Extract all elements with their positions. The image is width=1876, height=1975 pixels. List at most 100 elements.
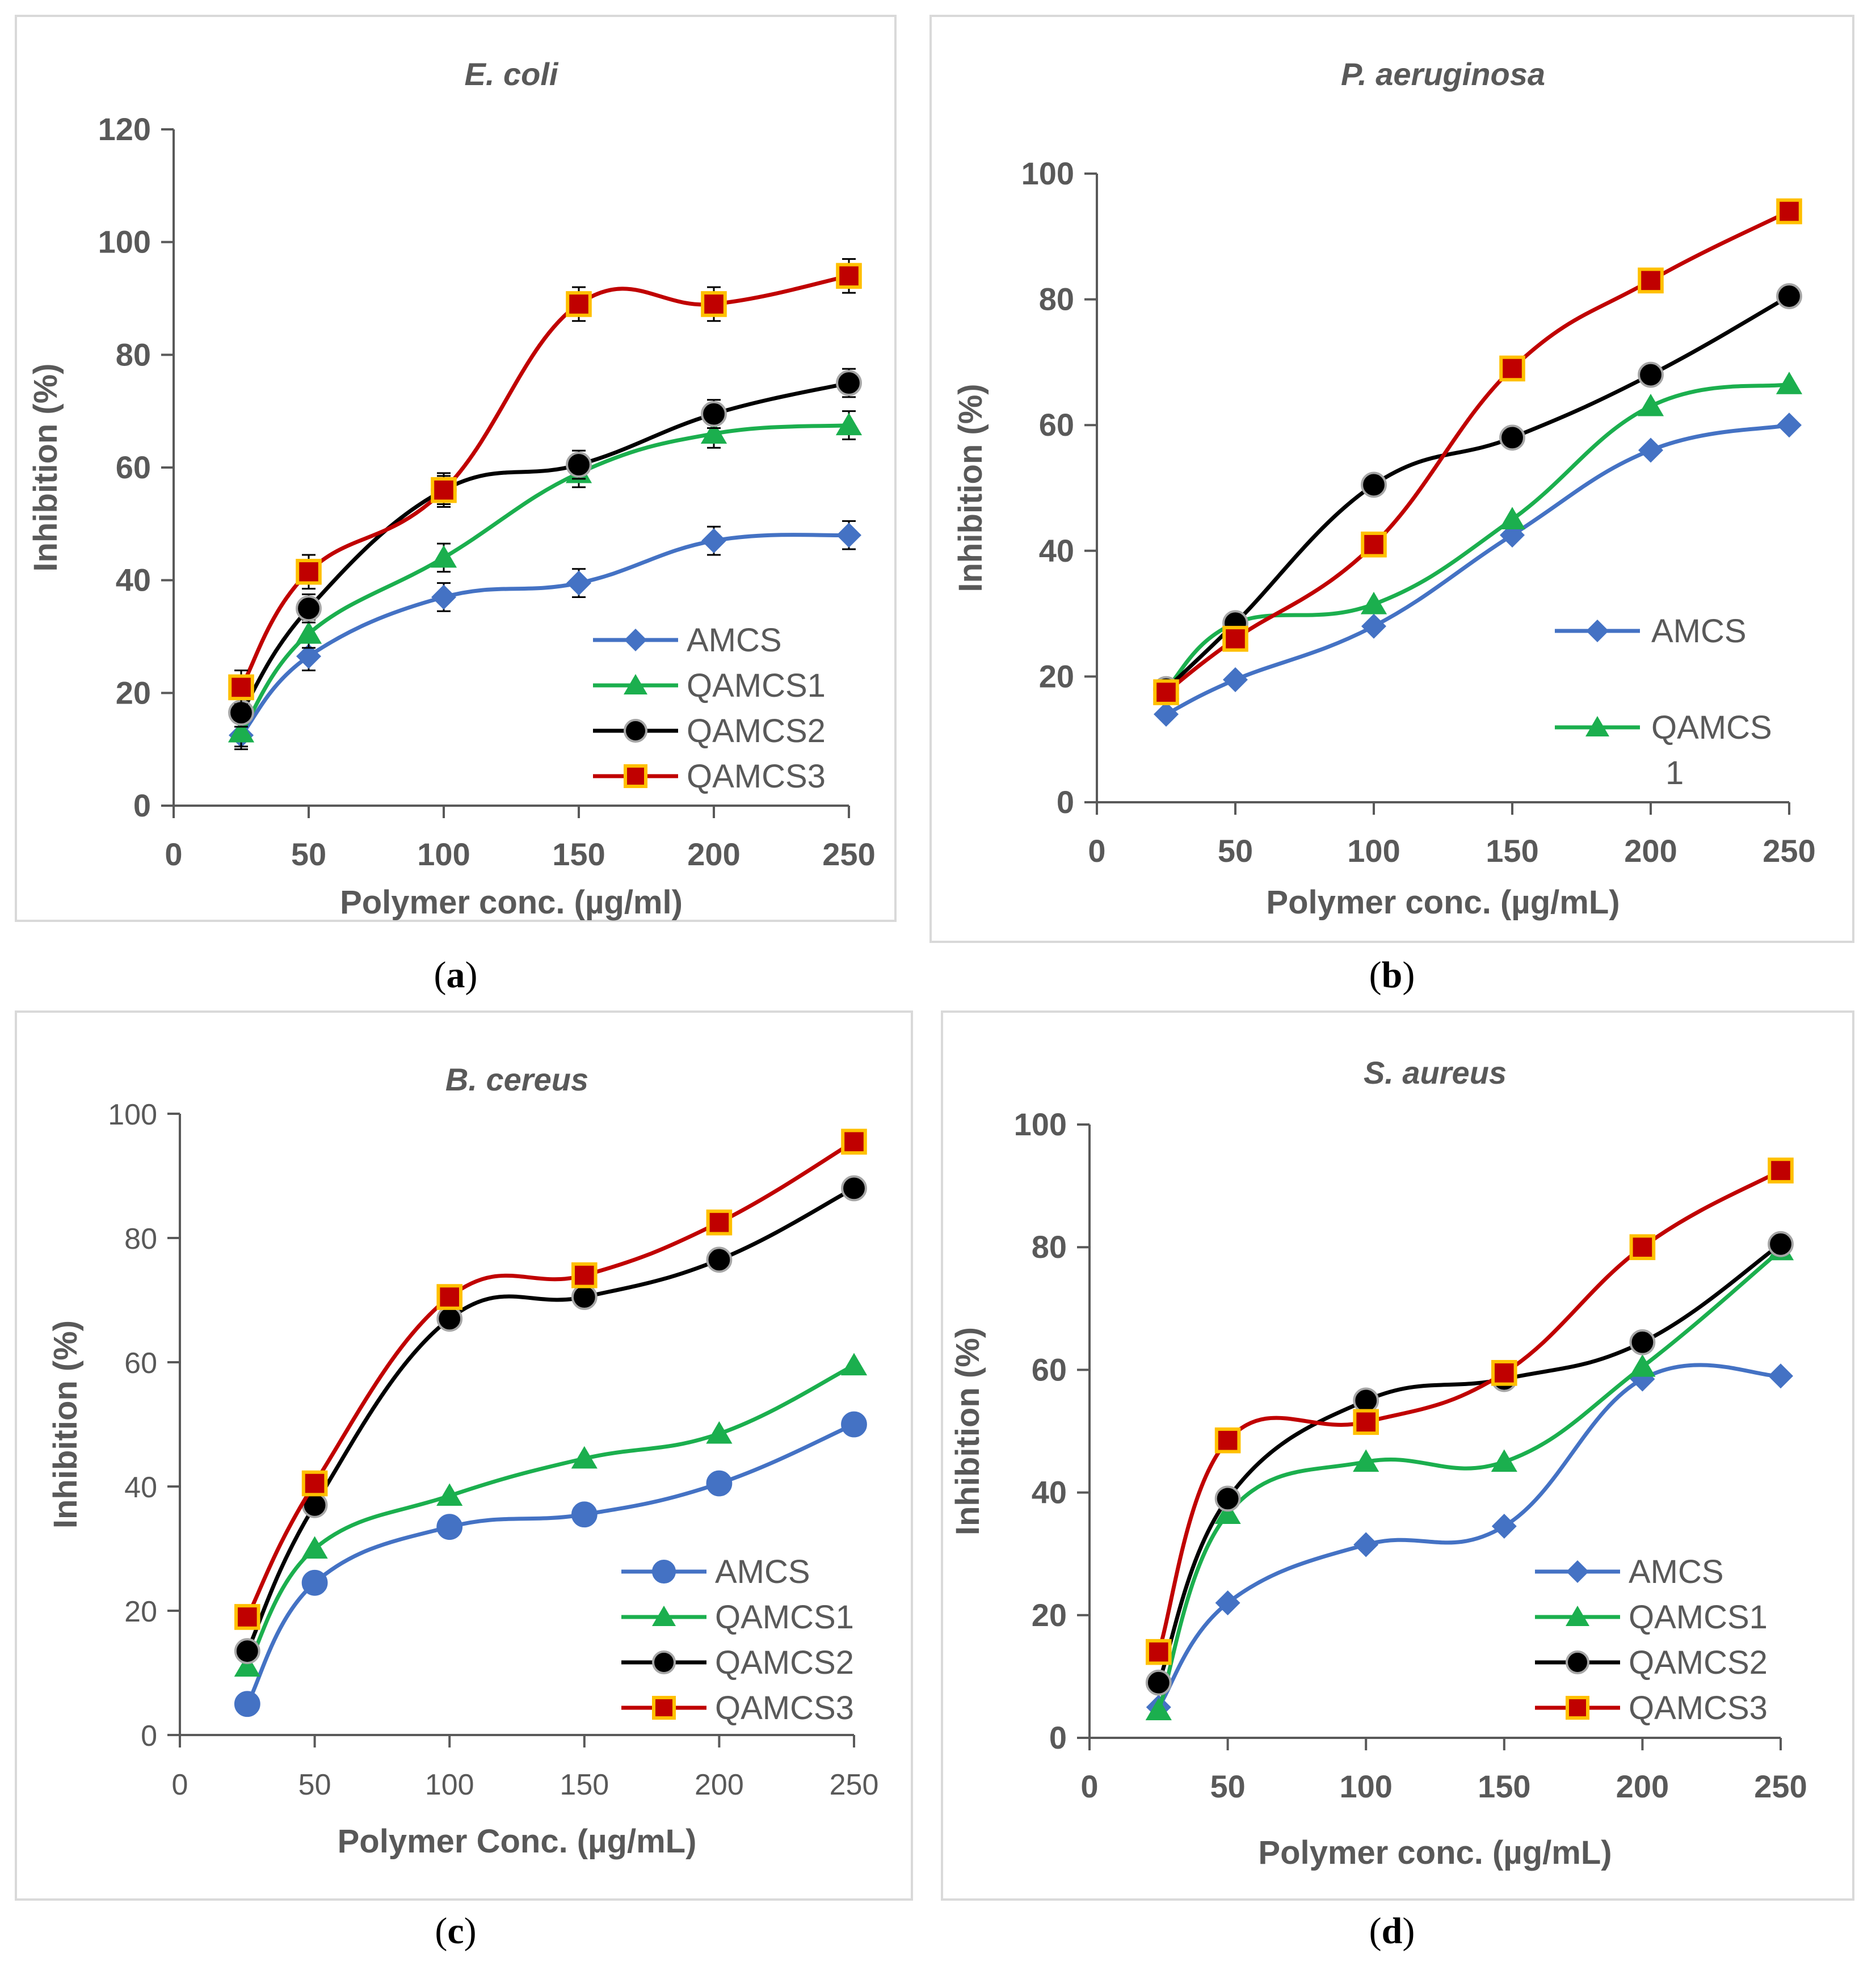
- y-tick-label: 80: [1032, 1229, 1067, 1265]
- y-tick-label: 20: [1032, 1597, 1067, 1633]
- y-tick-label: 60: [1039, 407, 1074, 443]
- legend-label: QAMCS1: [1629, 1599, 1768, 1636]
- legend: AMCS QAMCS1 QAMCS2 QAMCS3: [593, 622, 826, 795]
- x-tick-label: 50: [1210, 1768, 1245, 1804]
- legend-entry: AMCS: [621, 1553, 810, 1590]
- y-tick-label: 0: [1049, 1720, 1067, 1755]
- series-line: [245, 1363, 855, 1668]
- y-tick-label: 100: [1021, 155, 1074, 191]
- y-tick-label: 60: [1032, 1351, 1067, 1387]
- y-axis-title: Inhibition (%): [47, 1320, 84, 1528]
- data-point: [436, 1514, 463, 1540]
- data-point: [1777, 412, 1802, 438]
- data-point: [234, 1654, 260, 1677]
- data-point: [1776, 372, 1803, 394]
- y-tick-label: 80: [124, 1223, 157, 1256]
- panel-caption: (c): [435, 1910, 476, 1952]
- chart-title: S. aureus: [1364, 1055, 1507, 1090]
- legend-label: AMCS: [687, 622, 782, 659]
- legend: AMCS QAMCS 1: [1555, 613, 1772, 791]
- y-tick-label: 0: [141, 1720, 157, 1753]
- data-point: [431, 584, 456, 610]
- data-point: [228, 719, 255, 743]
- data-point: [571, 1501, 598, 1528]
- data-point: [1361, 531, 1387, 558]
- data-point: [1499, 424, 1525, 451]
- panel-caption: (b): [1369, 954, 1415, 996]
- data-point: [1223, 667, 1248, 692]
- data-point: [836, 523, 861, 548]
- legend-marker: [652, 1606, 676, 1626]
- y-tick-label: 80: [116, 336, 151, 372]
- data-point: [295, 621, 322, 644]
- legend-marker: [1566, 1560, 1589, 1583]
- data-point: [1768, 1157, 1794, 1184]
- x-axis-title: Polymer conc. (µg/mL): [1258, 1834, 1612, 1871]
- x-tick-label: 100: [1339, 1768, 1392, 1804]
- legend-label: QAMCS3: [715, 1690, 854, 1726]
- data-point: [1353, 1449, 1379, 1472]
- y-tick-label: 40: [116, 562, 151, 598]
- series-line: [245, 1186, 855, 1652]
- legend-entry: QAMCS3: [593, 758, 826, 795]
- data-point: [1222, 626, 1248, 652]
- data-point: [1214, 1501, 1241, 1525]
- y-axis-title: Inhibition (%): [952, 384, 989, 592]
- y-tick-label: 40: [1039, 533, 1074, 569]
- y-tick-label: 120: [98, 111, 151, 147]
- y-axis-title: Inhibition (%): [27, 363, 64, 571]
- data-point: [1153, 679, 1179, 705]
- data-point: [234, 1604, 260, 1630]
- data-point: [1145, 1669, 1172, 1696]
- data-point: [1629, 1329, 1656, 1355]
- legend-label: QAMCS3: [1629, 1690, 1768, 1726]
- data-point: [1776, 198, 1802, 225]
- x-tick-label: 100: [1347, 833, 1400, 869]
- y-tick-label: 20: [124, 1595, 157, 1628]
- y-tick-label: 0: [133, 788, 151, 823]
- data-point: [296, 595, 322, 622]
- data-point: [566, 291, 592, 317]
- data-point: [1499, 507, 1526, 529]
- data-point: [436, 1284, 463, 1310]
- data-point: [436, 1483, 463, 1506]
- legend-label: QAMCS1: [687, 667, 826, 704]
- y-tick-label: 80: [1039, 281, 1074, 317]
- legend-label: AMCS: [715, 1553, 810, 1590]
- data-point: [436, 1306, 463, 1332]
- data-point: [430, 545, 457, 568]
- data-point: [1361, 613, 1386, 639]
- legend-entry: QAMCS2: [593, 713, 826, 749]
- data-point: [1360, 591, 1387, 614]
- legend-entry: QAMCS1: [593, 667, 826, 704]
- data-point: [234, 1691, 260, 1717]
- data-point: [1491, 1514, 1517, 1539]
- x-tick-label: 0: [1080, 1768, 1098, 1804]
- legend: AMCS QAMCS1 QAMCS2 QAMCS3: [1535, 1553, 1768, 1726]
- legend-marker: [624, 674, 647, 694]
- x-tick-label: 150: [1486, 833, 1538, 869]
- y-tick-label: 40: [124, 1471, 157, 1504]
- data-point: [1637, 393, 1664, 416]
- data-point: [836, 263, 862, 289]
- legend: AMCS QAMCS1 QAMCS2 QAMCS3: [621, 1553, 854, 1726]
- data-point: [706, 1421, 733, 1444]
- legend-marker: [1566, 1650, 1589, 1674]
- data-point: [1776, 283, 1802, 309]
- data-point: [1638, 267, 1664, 294]
- data-point: [841, 1411, 867, 1438]
- data-point: [1638, 437, 1663, 463]
- x-axis-title: Polymer Conc. (µg/mL): [338, 1823, 697, 1860]
- data-point: [1491, 1449, 1517, 1472]
- legend-entry: QAMCS2: [1535, 1644, 1768, 1681]
- chart-panel-b: P. aeruginosa 0 20 40 60 80 100 0 50 100 150 200 250…: [929, 15, 1854, 943]
- legend-label-wrap: 1: [1665, 755, 1684, 791]
- panel-frame: [15, 1010, 913, 1901]
- series-QAMCS2: [234, 1175, 867, 1665]
- legend-label: QAMCS2: [715, 1644, 854, 1681]
- data-point: [1629, 1354, 1656, 1377]
- x-tick-label: 0: [165, 836, 182, 872]
- y-tick-label: 60: [124, 1347, 157, 1380]
- x-tick-label: 250: [822, 836, 875, 872]
- chart-panel-a: E. coli 0 20 40 60 80 100 120 0 50 100 150 200 250 Inh…: [15, 15, 897, 922]
